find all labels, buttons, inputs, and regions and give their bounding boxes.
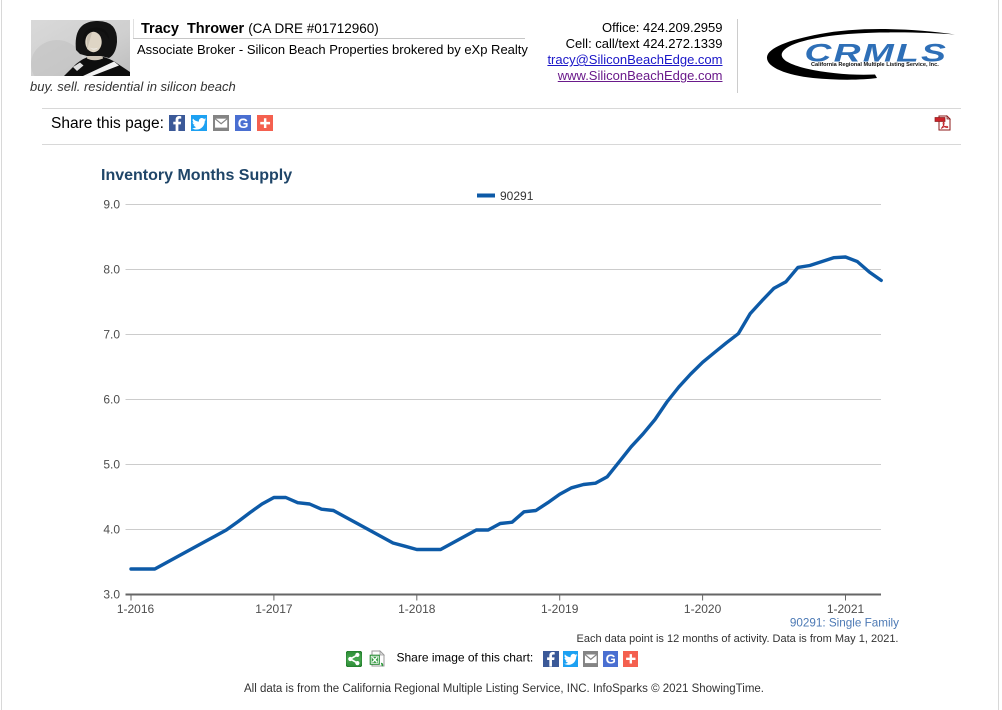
- svg-text:3.0: 3.0: [103, 588, 120, 602]
- svg-text:5.0: 5.0: [103, 458, 120, 472]
- svg-text:All data is from the Californi: All data is from the California Regional…: [244, 683, 764, 695]
- svg-text:Share image of this chart:: Share image of this chart:: [397, 651, 534, 665]
- svg-text:1-2020: 1-2020: [684, 602, 722, 616]
- svg-text:California Regional Multiple L: California Regional Multiple Listing Ser…: [811, 62, 939, 68]
- svg-text:CRMLS: CRMLS: [805, 39, 949, 67]
- svg-text:4.0: 4.0: [103, 523, 120, 537]
- svg-text:8.0: 8.0: [103, 263, 120, 277]
- svg-text:1-2019: 1-2019: [541, 602, 579, 616]
- svg-text:6.0: 6.0: [103, 393, 120, 407]
- svg-text:9.0: 9.0: [103, 198, 120, 212]
- svg-text:G: G: [237, 116, 248, 131]
- svg-text:1-2018: 1-2018: [398, 602, 436, 616]
- svg-text:Each data point is 12 months o: Each data point is 12 months of activity…: [576, 633, 898, 645]
- svg-text:1-2016: 1-2016: [117, 602, 155, 616]
- svg-text:7.0: 7.0: [103, 328, 120, 342]
- svg-text:G: G: [606, 651, 616, 666]
- svg-text:90291: 90291: [500, 189, 534, 203]
- svg-text:1-2017: 1-2017: [255, 602, 293, 616]
- svg-text:1-2021: 1-2021: [827, 602, 865, 616]
- svg-text:90291: Single Family: 90291: Single Family: [790, 617, 899, 630]
- svg-text:Inventory Months Supply: Inventory Months Supply: [101, 167, 292, 184]
